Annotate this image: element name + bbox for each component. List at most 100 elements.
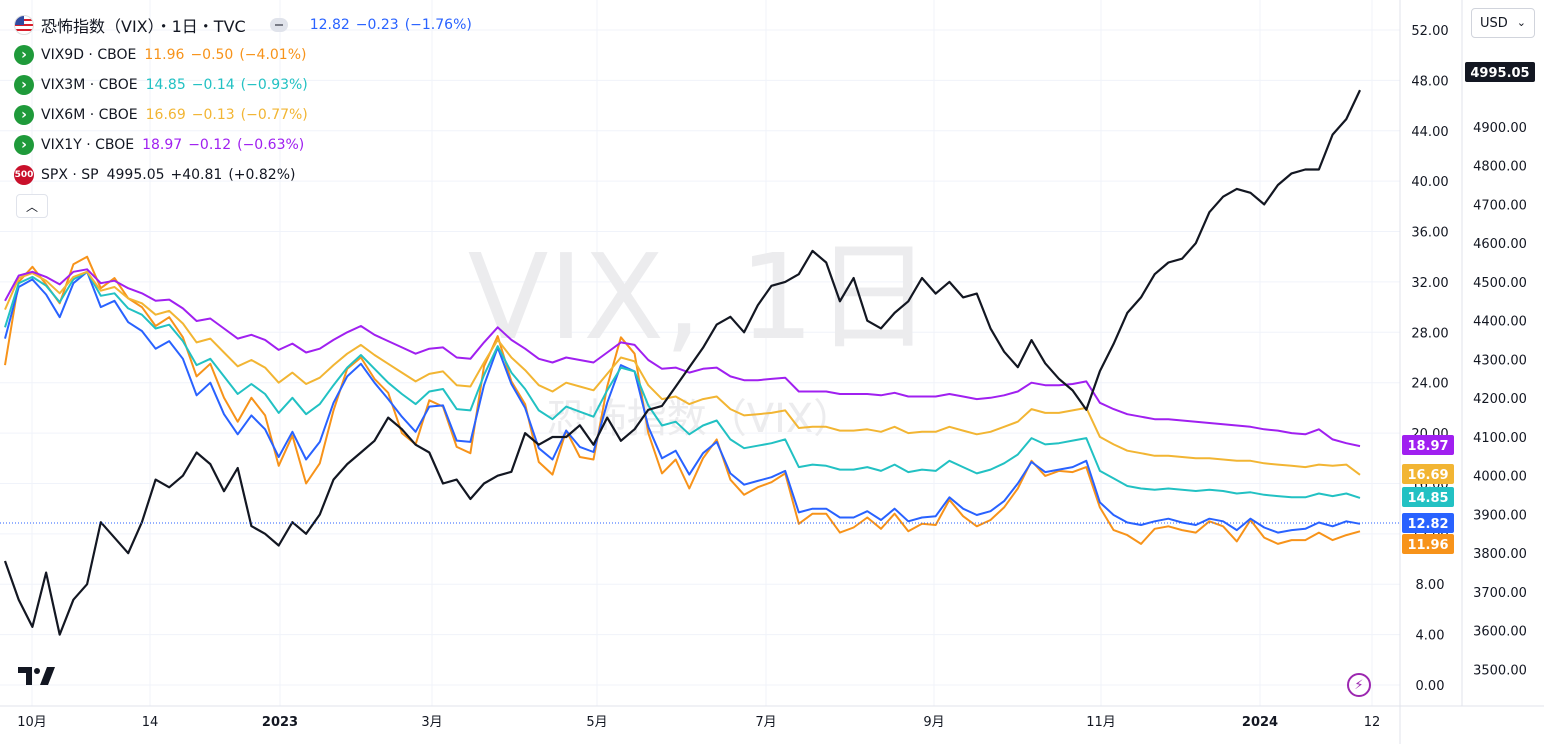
- time-tick-label: 5月: [586, 715, 607, 730]
- right-tick-label: 4300.00: [1473, 353, 1527, 368]
- price-badge-vix9d: [1402, 534, 1454, 554]
- watermark-small: 恐怖指数（VIX）: [547, 396, 854, 442]
- left-tick-label: 36.00: [1411, 226, 1448, 241]
- legend-symbol: VIX1Y · CBOE: [41, 137, 135, 153]
- collapse-legend-button[interactable]: ︿: [16, 194, 48, 218]
- legend-symbol: VIX9D · CBOE: [41, 47, 137, 63]
- right-tick-label: 4800.00: [1473, 160, 1527, 175]
- last-price-badges: 4995.05 18.97 16.69 14.85 12.82 11.96: [1402, 62, 1535, 554]
- right-tick-label: 3500.00: [1473, 663, 1527, 678]
- right-tick-label: 4600.00: [1473, 237, 1527, 252]
- legend-symbol: 恐怖指数（VIX）・1日・TVC: [41, 17, 246, 36]
- chart-grid: [0, 0, 1400, 706]
- price-badge-label-vix: 12.82: [1407, 517, 1448, 532]
- left-tick-label: 44.00: [1411, 125, 1448, 140]
- right-tick-label: 4400.00: [1473, 315, 1527, 330]
- series-line-vix6m: [4, 270, 1361, 476]
- left-tick-label: 24.00: [1411, 377, 1448, 392]
- price-badge-label-vix9d: 11.96: [1407, 538, 1448, 553]
- time-tick-label: 11月: [1086, 715, 1116, 730]
- legend-row-vix[interactable]: 恐怖指数（VIX）・1日・TVC 12.82 −0.23 (−1.76%): [14, 10, 478, 40]
- time-tick-label: 12: [1364, 715, 1381, 730]
- legend-row-3[interactable]: › VIX1Y · CBOE 18.97 −0.12 (−0.63%): [14, 130, 478, 160]
- legend-value: 18.97: [142, 137, 183, 153]
- right-tick-label: 4000.00: [1473, 470, 1527, 485]
- price-badge-label-vix6m: 16.69: [1407, 468, 1448, 483]
- hide-icon[interactable]: [269, 18, 288, 32]
- price-badge-vix1y: [1402, 435, 1454, 455]
- right-tick-label: 4100.00: [1473, 431, 1527, 446]
- legend: 恐怖指数（VIX）・1日・TVC 12.82 −0.23 (−1.76%) › V…: [14, 10, 478, 190]
- chevron-up-icon: ︿: [25, 199, 38, 214]
- left-tick-label: 8.00: [1416, 578, 1445, 593]
- legend-change: −0.13: [191, 107, 235, 123]
- series-line-vix: [4, 270, 1361, 534]
- series-line-spx: [3, 89, 1361, 636]
- price-badge-label-vix3m: 14.85: [1407, 491, 1448, 506]
- legend-value: 14.85: [145, 77, 186, 93]
- right-tick-label: 3900.00: [1473, 508, 1527, 523]
- right-tick-label: 4700.00: [1473, 198, 1527, 213]
- legend-change: −0.23: [355, 17, 399, 33]
- watermark-big: VIX, 1日: [468, 228, 932, 366]
- sp500-icon: 500: [14, 165, 34, 185]
- legend-change-pct: (−4.01%): [239, 47, 307, 63]
- left-tick-label: 4.00: [1416, 629, 1445, 644]
- series-line-vix1y: [4, 268, 1361, 448]
- right-tick-label: 4200.00: [1473, 392, 1527, 407]
- time-tick-label: 2024: [1242, 715, 1278, 730]
- legend-change-pct: (+0.82%): [228, 167, 296, 183]
- lightning-icon[interactable]: ⚡: [1347, 673, 1371, 697]
- legend-symbol: VIX6M · CBOE: [41, 107, 138, 123]
- right-tick-label: 3700.00: [1473, 586, 1527, 601]
- time-axis[interactable]: 10月 14 2023 3月 5月 7月 9月 11月 2024 12: [17, 715, 1380, 730]
- legend-symbol: SPX · SP: [41, 167, 99, 183]
- legend-symbol: VIX3M · CBOE: [41, 77, 138, 93]
- legend-value: 12.82: [309, 17, 350, 33]
- time-tick-label: 14: [142, 715, 159, 730]
- time-tick-label: 10月: [17, 715, 47, 730]
- legend-change-pct: (−0.77%): [240, 107, 308, 123]
- price-badge-label-vix1y: 18.97: [1407, 439, 1448, 454]
- price-badge-label-spx: 4995.05: [1470, 66, 1529, 81]
- right-tick-label: 3800.00: [1473, 547, 1527, 562]
- time-tick-label: 9月: [923, 715, 944, 730]
- right-tick-label: 4900.00: [1473, 121, 1527, 136]
- left-tick-label: 48.00: [1411, 74, 1448, 89]
- right-axis-bg: [1400, 0, 1544, 706]
- series-line-vix9d: [4, 255, 1361, 545]
- cboe-icon: ›: [14, 135, 34, 155]
- chevron-down-icon: ⌄: [1516, 16, 1526, 29]
- time-tick-label: 2023: [262, 715, 298, 730]
- right-tick-label: 4500.00: [1473, 276, 1527, 291]
- left-tick-label: 32.00: [1411, 276, 1448, 291]
- series-line-vix3m: [4, 270, 1361, 499]
- left-tick-label: 28.00: [1411, 326, 1448, 341]
- left-tick-label: 40.00: [1411, 175, 1448, 190]
- legend-change: −0.14: [191, 77, 235, 93]
- right-tick-label: 3600.00: [1473, 625, 1527, 640]
- legend-row-2[interactable]: › VIX6M · CBOE 16.69 −0.13 (−0.77%): [14, 100, 478, 130]
- time-tick-label: 3月: [421, 715, 442, 730]
- legend-value: 4995.05: [106, 167, 165, 183]
- legend-value: 11.96: [144, 47, 185, 63]
- series-layer: [3, 89, 1361, 636]
- price-badge-vix3m: [1402, 487, 1454, 507]
- currency-select[interactable]: USD ⌄: [1471, 8, 1535, 38]
- tradingview-logo-icon[interactable]: [16, 664, 58, 688]
- legend-row-4[interactable]: 500 SPX · SP 4995.05 +40.81 (+0.82%): [14, 160, 478, 190]
- legend-change-pct: (−1.76%): [404, 17, 472, 33]
- legend-row-0[interactable]: › VIX9D · CBOE 11.96 −0.50 (−4.01%): [14, 40, 478, 70]
- left-tick-label: 0.00: [1416, 679, 1445, 694]
- legend-value: 16.69: [145, 107, 186, 123]
- legend-change: −0.12: [188, 137, 232, 153]
- price-badge-vix: [1402, 513, 1454, 533]
- right-price-axis[interactable]: 4900.00 4800.00 4700.00 4600.00 4500.00 4400.…: [1473, 121, 1527, 679]
- currency-label: USD: [1480, 15, 1508, 31]
- left-tick-label: 52.00: [1411, 24, 1448, 39]
- us-flag-icon: [14, 15, 34, 35]
- cboe-icon: ›: [14, 75, 34, 95]
- legend-row-1[interactable]: › VIX3M · CBOE 14.85 −0.14 (−0.93%): [14, 70, 478, 100]
- legend-change: +40.81: [170, 167, 223, 183]
